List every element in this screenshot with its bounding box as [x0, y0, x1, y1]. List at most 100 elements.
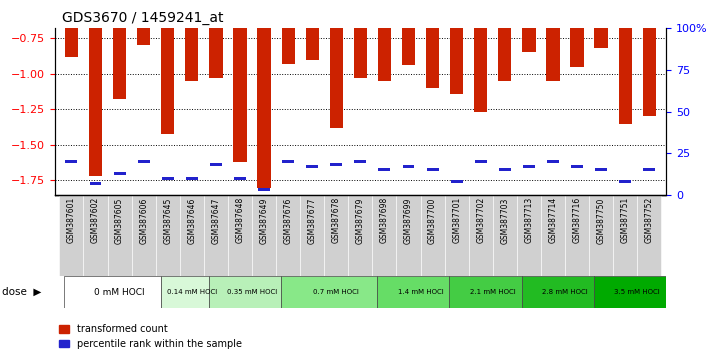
Bar: [379, 168, 390, 171]
Text: GSM387751: GSM387751: [621, 197, 630, 244]
Bar: [234, 0, 247, 162]
Text: GSM387676: GSM387676: [284, 197, 293, 244]
Text: GSM387699: GSM387699: [404, 197, 413, 244]
Text: GSM387750: GSM387750: [597, 197, 606, 244]
Bar: [402, 0, 415, 65]
Bar: [108, 195, 132, 276]
Text: 3.5 mM HOCl: 3.5 mM HOCl: [614, 289, 660, 295]
Bar: [209, 276, 281, 308]
Text: GSM387713: GSM387713: [524, 197, 534, 244]
Bar: [282, 0, 295, 64]
Bar: [306, 165, 318, 168]
Bar: [619, 0, 632, 124]
Bar: [637, 195, 661, 276]
Bar: [186, 177, 198, 179]
Text: GSM387700: GSM387700: [428, 197, 437, 244]
Bar: [445, 195, 469, 276]
Bar: [493, 195, 517, 276]
Bar: [565, 195, 589, 276]
Text: GSM387605: GSM387605: [115, 197, 124, 244]
Bar: [547, 160, 559, 163]
Bar: [161, 0, 175, 133]
Bar: [180, 195, 204, 276]
Bar: [89, 0, 102, 176]
Bar: [137, 0, 150, 45]
Bar: [276, 195, 300, 276]
Text: GSM387646: GSM387646: [187, 197, 197, 244]
Text: 2.8 mM HOCl: 2.8 mM HOCl: [542, 289, 588, 295]
Bar: [373, 195, 397, 276]
Text: GSM387649: GSM387649: [260, 197, 269, 244]
Legend: transformed count, percentile rank within the sample: transformed count, percentile rank withi…: [60, 324, 242, 349]
Bar: [156, 195, 180, 276]
Bar: [377, 276, 449, 308]
Bar: [499, 168, 511, 171]
Bar: [644, 168, 655, 171]
Text: GSM387714: GSM387714: [548, 197, 558, 244]
Bar: [522, 276, 594, 308]
Text: GSM387679: GSM387679: [356, 197, 365, 244]
Text: GSM387648: GSM387648: [235, 197, 245, 244]
Bar: [378, 0, 391, 81]
Bar: [594, 276, 666, 308]
Bar: [589, 195, 613, 276]
Text: GSM387752: GSM387752: [645, 197, 654, 244]
Bar: [403, 165, 414, 168]
Bar: [138, 160, 150, 163]
Bar: [234, 177, 246, 179]
Bar: [522, 0, 536, 52]
Text: GSM387645: GSM387645: [163, 197, 173, 244]
Bar: [355, 160, 366, 163]
Bar: [132, 195, 156, 276]
Text: GSM387698: GSM387698: [380, 197, 389, 244]
Bar: [546, 0, 560, 81]
Text: GSM387678: GSM387678: [332, 197, 341, 244]
Bar: [252, 195, 276, 276]
Bar: [449, 276, 522, 308]
Bar: [209, 0, 223, 78]
Bar: [204, 195, 228, 276]
Bar: [162, 177, 174, 179]
Bar: [114, 172, 125, 175]
Text: GSM387647: GSM387647: [211, 197, 221, 244]
Bar: [300, 195, 324, 276]
Bar: [469, 195, 493, 276]
Text: 1.4 mM HOCl: 1.4 mM HOCl: [397, 289, 443, 295]
Bar: [613, 195, 637, 276]
Bar: [620, 180, 631, 183]
Bar: [451, 180, 462, 183]
Bar: [161, 276, 209, 308]
Bar: [210, 163, 222, 166]
Text: GSM387703: GSM387703: [500, 197, 510, 244]
Bar: [354, 0, 367, 78]
Bar: [421, 195, 445, 276]
Text: GSM387601: GSM387601: [67, 197, 76, 244]
Text: GSM387702: GSM387702: [476, 197, 486, 244]
Bar: [282, 160, 294, 163]
Bar: [60, 195, 84, 276]
Bar: [258, 188, 270, 191]
Text: GDS3670 / 1459241_at: GDS3670 / 1459241_at: [62, 11, 223, 25]
Text: GSM387677: GSM387677: [308, 197, 317, 244]
Text: GSM387602: GSM387602: [91, 197, 100, 244]
Bar: [475, 160, 487, 163]
Bar: [330, 0, 343, 128]
Bar: [571, 0, 584, 67]
Bar: [64, 276, 161, 308]
Bar: [426, 0, 439, 88]
Bar: [228, 195, 252, 276]
Text: GSM387716: GSM387716: [572, 197, 582, 244]
Bar: [523, 165, 535, 168]
Bar: [397, 195, 421, 276]
Text: 0.14 mM HOCl: 0.14 mM HOCl: [167, 289, 217, 295]
Bar: [84, 195, 108, 276]
Bar: [450, 0, 463, 94]
Bar: [498, 0, 512, 81]
Bar: [517, 195, 541, 276]
Bar: [185, 0, 199, 81]
Text: 2.1 mM HOCl: 2.1 mM HOCl: [470, 289, 515, 295]
Bar: [65, 0, 78, 57]
Bar: [331, 163, 342, 166]
Bar: [571, 165, 583, 168]
Bar: [474, 0, 487, 112]
